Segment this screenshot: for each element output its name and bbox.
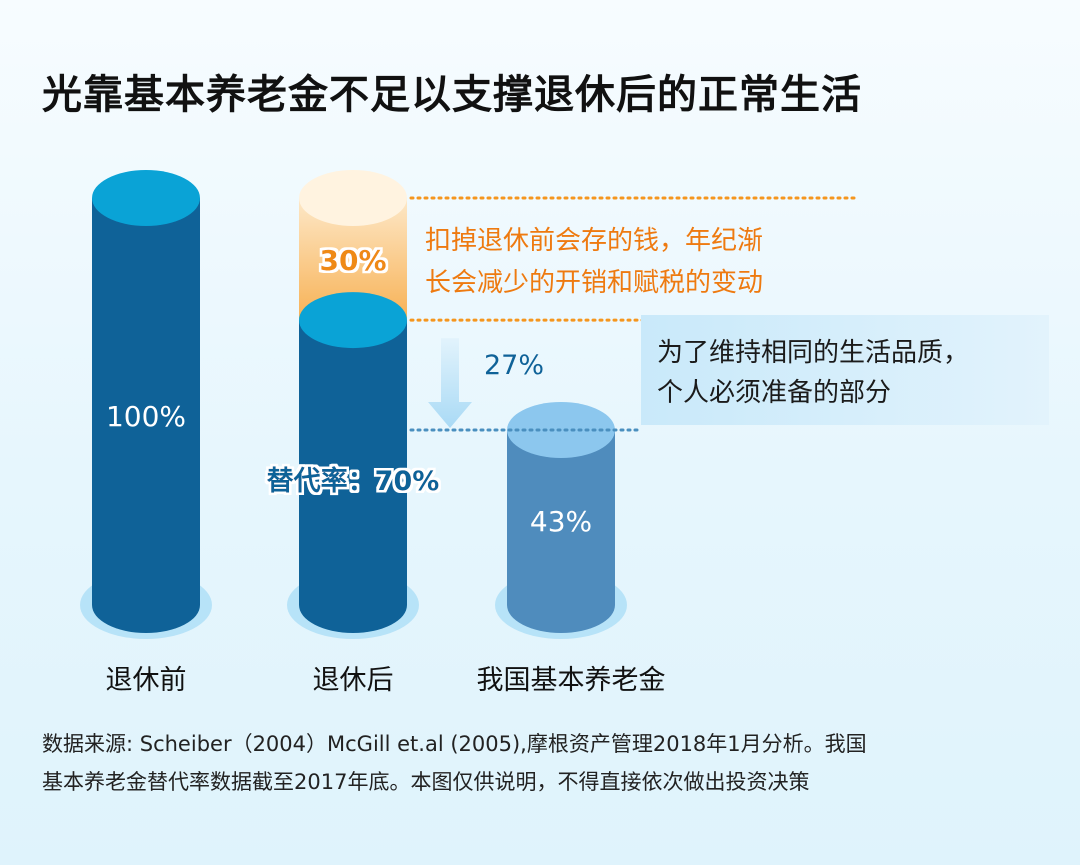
gap-label-30: 30%	[319, 244, 386, 277]
bar-basic-pension	[507, 401, 615, 633]
bar-after-retirement	[299, 292, 407, 633]
down-arrow-icon	[428, 338, 472, 428]
bar-before-retirement	[92, 170, 200, 633]
bar-top	[299, 292, 407, 349]
category-label-before-retirement: 退休前	[106, 665, 187, 696]
blue-annotation: 为了维持相同的生活品质， 个人必须准备的部分	[641, 315, 1049, 425]
gap-label-27: 27%	[484, 350, 544, 381]
orange-annotation: 扣掉退休前会存的钱，年纪渐 长会减少的开销和赋税的变动	[425, 220, 845, 304]
bar-top	[92, 170, 200, 226]
bar-body	[92, 198, 200, 633]
source-note: 数据来源: Scheiber（2004）McGill et.al (2005),…	[42, 725, 1042, 801]
value-label-70: 替代率：70%	[267, 465, 440, 497]
bar-body	[507, 429, 615, 633]
blue-annotation-line-2: 个人必须准备的部分	[657, 378, 892, 408]
gap-segment-top	[299, 170, 407, 226]
chart-title: 光靠基本养老金不足以支撑退休后的正常生活	[42, 72, 862, 118]
source-line-2: 基本养老金替代率数据截至2017年底。本图仅供说明，不得直接依次做出投资决策	[42, 770, 810, 794]
blue-annotation-line-1: 为了维持相同的生活品质，	[657, 338, 970, 368]
chart-canvas: 100% 替代率：70% 43% 30% 27% 退休前 退休后 我国基本养老金	[80, 170, 857, 696]
source-line-1: 数据来源: Scheiber（2004）McGill et.al (2005),…	[42, 732, 867, 756]
orange-annotation-line-2: 长会减少的开销和赋税的变动	[425, 268, 764, 298]
orange-annotation-line-1: 扣掉退休前会存的钱，年纪渐	[425, 226, 764, 256]
bar-body	[299, 320, 407, 633]
category-label-basic-pension: 我国基本养老金	[477, 665, 666, 696]
value-label-43: 43%	[530, 505, 592, 538]
category-label-after-retirement: 退休后	[313, 665, 394, 696]
value-label-100: 100%	[106, 400, 186, 433]
